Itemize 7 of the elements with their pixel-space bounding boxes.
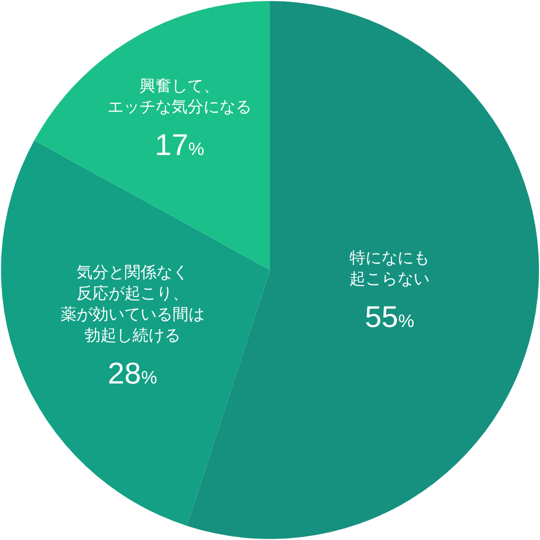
data-label: 17% [154, 129, 204, 162]
pie-slice [186, 1, 539, 539]
slice-label: 興奮して、エッチな気分になる [108, 76, 252, 116]
slice-label: 気分と関係なく反応が起こり、薬が効いている間は勃起し続ける [60, 262, 204, 344]
data-label: 28% [108, 357, 158, 390]
data-label: 55% [364, 300, 414, 334]
slice-label: 特になにも起こらない [350, 248, 430, 288]
